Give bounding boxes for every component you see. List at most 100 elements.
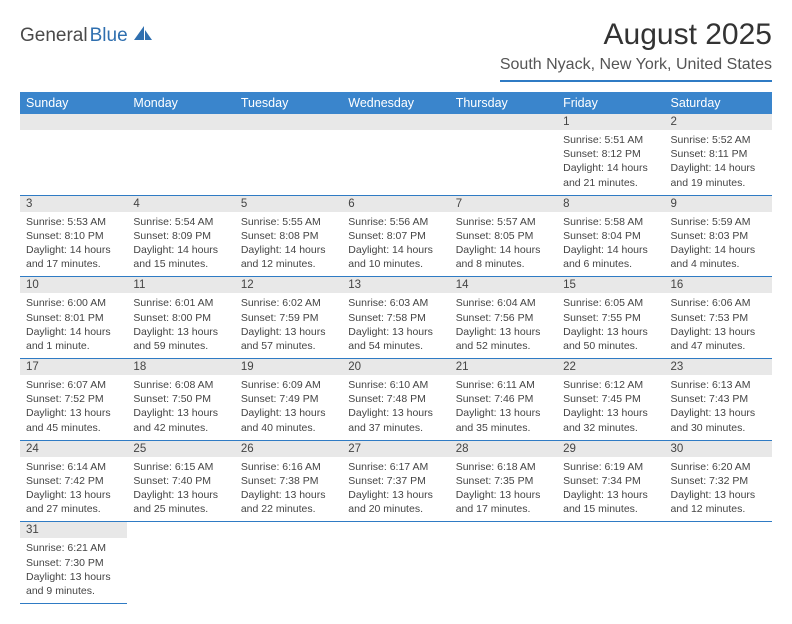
day-number — [557, 522, 664, 539]
day-number: 30 — [665, 440, 772, 457]
detail-row: Sunrise: 6:00 AMSunset: 8:01 PMDaylight:… — [20, 293, 772, 358]
day-number: 20 — [342, 359, 449, 376]
day-detail: Sunrise: 6:15 AMSunset: 7:40 PMDaylight:… — [127, 457, 234, 522]
day-number: 12 — [235, 277, 342, 294]
daynum-row: 10111213141516 — [20, 277, 772, 294]
day-detail: Sunrise: 5:57 AMSunset: 8:05 PMDaylight:… — [450, 212, 557, 277]
day-detail: Sunrise: 6:19 AMSunset: 7:34 PMDaylight:… — [557, 457, 664, 522]
month-title: August 2025 — [500, 18, 772, 52]
day-detail: Sunrise: 5:58 AMSunset: 8:04 PMDaylight:… — [557, 212, 664, 277]
day-detail — [450, 130, 557, 195]
detail-row: Sunrise: 6:14 AMSunset: 7:42 PMDaylight:… — [20, 457, 772, 522]
day-detail: Sunrise: 5:55 AMSunset: 8:08 PMDaylight:… — [235, 212, 342, 277]
day-detail: Sunrise: 6:18 AMSunset: 7:35 PMDaylight:… — [450, 457, 557, 522]
day-detail: Sunrise: 5:59 AMSunset: 8:03 PMDaylight:… — [665, 212, 772, 277]
day-detail: Sunrise: 6:21 AMSunset: 7:30 PMDaylight:… — [20, 538, 127, 603]
day-detail: Sunrise: 6:08 AMSunset: 7:50 PMDaylight:… — [127, 375, 234, 440]
detail-row: Sunrise: 5:51 AMSunset: 8:12 PMDaylight:… — [20, 130, 772, 195]
day-number — [235, 522, 342, 539]
day-number: 7 — [450, 195, 557, 212]
day-number: 15 — [557, 277, 664, 294]
day-detail — [342, 538, 449, 603]
day-detail: Sunrise: 6:13 AMSunset: 7:43 PMDaylight:… — [665, 375, 772, 440]
location: South Nyack, New York, United States — [500, 56, 772, 82]
day-detail — [665, 538, 772, 603]
day-detail: Sunrise: 6:11 AMSunset: 7:46 PMDaylight:… — [450, 375, 557, 440]
detail-row: Sunrise: 6:21 AMSunset: 7:30 PMDaylight:… — [20, 538, 772, 603]
day-number: 21 — [450, 359, 557, 376]
detail-row: Sunrise: 5:53 AMSunset: 8:10 PMDaylight:… — [20, 212, 772, 277]
day-detail: Sunrise: 6:17 AMSunset: 7:37 PMDaylight:… — [342, 457, 449, 522]
day-detail — [127, 538, 234, 603]
day-detail: Sunrise: 5:51 AMSunset: 8:12 PMDaylight:… — [557, 130, 664, 195]
day-detail: Sunrise: 6:05 AMSunset: 7:55 PMDaylight:… — [557, 293, 664, 358]
day-detail: Sunrise: 5:53 AMSunset: 8:10 PMDaylight:… — [20, 212, 127, 277]
day-number: 2 — [665, 114, 772, 130]
day-detail: Sunrise: 6:06 AMSunset: 7:53 PMDaylight:… — [665, 293, 772, 358]
day-number — [20, 114, 127, 130]
day-header: Tuesday — [235, 92, 342, 114]
day-number — [342, 522, 449, 539]
day-number: 29 — [557, 440, 664, 457]
day-header-row: Sunday Monday Tuesday Wednesday Thursday… — [20, 92, 772, 114]
title-block: August 2025 South Nyack, New York, Unite… — [500, 18, 772, 82]
day-number — [450, 114, 557, 130]
day-detail: Sunrise: 6:16 AMSunset: 7:38 PMDaylight:… — [235, 457, 342, 522]
day-number: 27 — [342, 440, 449, 457]
calendar-table: Sunday Monday Tuesday Wednesday Thursday… — [20, 92, 772, 604]
day-detail: Sunrise: 6:12 AMSunset: 7:45 PMDaylight:… — [557, 375, 664, 440]
day-number: 22 — [557, 359, 664, 376]
day-number: 10 — [20, 277, 127, 294]
day-detail: Sunrise: 6:14 AMSunset: 7:42 PMDaylight:… — [20, 457, 127, 522]
day-number: 28 — [450, 440, 557, 457]
logo-text-general: General — [20, 25, 88, 47]
day-header: Saturday — [665, 92, 772, 114]
daynum-row: 31 — [20, 522, 772, 539]
day-header: Sunday — [20, 92, 127, 114]
day-number: 3 — [20, 195, 127, 212]
day-number — [665, 522, 772, 539]
day-number — [127, 522, 234, 539]
day-detail: Sunrise: 6:00 AMSunset: 8:01 PMDaylight:… — [20, 293, 127, 358]
day-number: 1 — [557, 114, 664, 130]
detail-row: Sunrise: 6:07 AMSunset: 7:52 PMDaylight:… — [20, 375, 772, 440]
day-number: 4 — [127, 195, 234, 212]
day-number — [235, 114, 342, 130]
day-number: 31 — [20, 522, 127, 539]
day-number: 17 — [20, 359, 127, 376]
day-header: Monday — [127, 92, 234, 114]
calendar-page: GeneralBlue August 2025 South Nyack, New… — [0, 0, 792, 624]
day-detail: Sunrise: 6:07 AMSunset: 7:52 PMDaylight:… — [20, 375, 127, 440]
sail-icon — [132, 24, 154, 47]
day-number: 9 — [665, 195, 772, 212]
day-detail — [342, 130, 449, 195]
day-number: 16 — [665, 277, 772, 294]
day-number: 8 — [557, 195, 664, 212]
day-detail: Sunrise: 6:04 AMSunset: 7:56 PMDaylight:… — [450, 293, 557, 358]
day-detail: Sunrise: 6:10 AMSunset: 7:48 PMDaylight:… — [342, 375, 449, 440]
day-number: 13 — [342, 277, 449, 294]
day-detail — [450, 538, 557, 603]
day-number: 24 — [20, 440, 127, 457]
day-detail — [557, 538, 664, 603]
day-header: Thursday — [450, 92, 557, 114]
day-number: 6 — [342, 195, 449, 212]
day-number: 18 — [127, 359, 234, 376]
day-number: 5 — [235, 195, 342, 212]
day-detail — [235, 538, 342, 603]
day-number — [342, 114, 449, 130]
daynum-row: 24252627282930 — [20, 440, 772, 457]
day-number: 26 — [235, 440, 342, 457]
day-number: 11 — [127, 277, 234, 294]
day-header: Friday — [557, 92, 664, 114]
day-detail: Sunrise: 6:01 AMSunset: 8:00 PMDaylight:… — [127, 293, 234, 358]
day-number: 14 — [450, 277, 557, 294]
header: GeneralBlue August 2025 South Nyack, New… — [20, 18, 772, 82]
logo: GeneralBlue — [20, 18, 154, 47]
day-number: 25 — [127, 440, 234, 457]
day-detail: Sunrise: 5:52 AMSunset: 8:11 PMDaylight:… — [665, 130, 772, 195]
day-header: Wednesday — [342, 92, 449, 114]
day-number — [127, 114, 234, 130]
day-detail: Sunrise: 6:03 AMSunset: 7:58 PMDaylight:… — [342, 293, 449, 358]
day-detail: Sunrise: 5:56 AMSunset: 8:07 PMDaylight:… — [342, 212, 449, 277]
